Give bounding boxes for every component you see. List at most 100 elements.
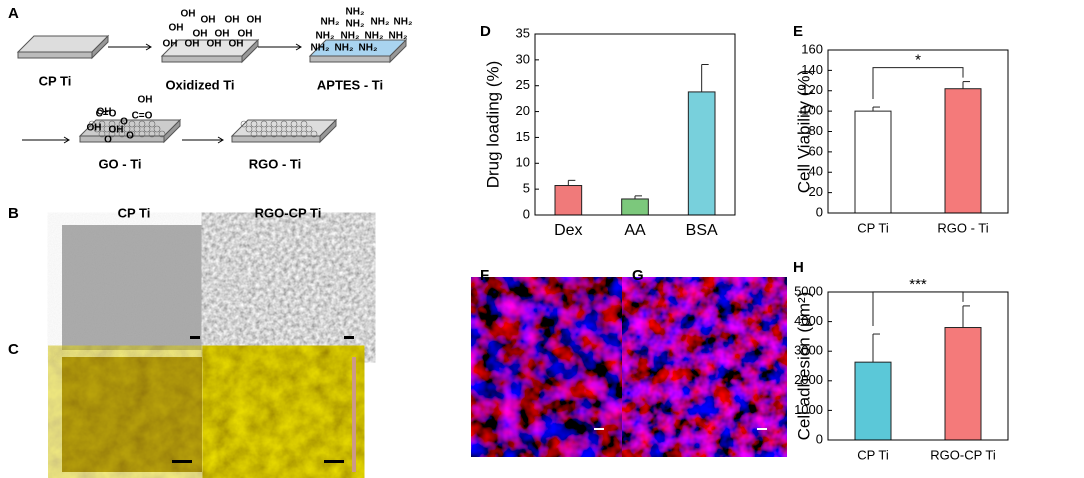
column-label: RGO-CP Ti <box>255 205 322 220</box>
group-label: OH <box>181 9 196 20</box>
graphene-cell <box>158 130 166 138</box>
slab-end <box>389 38 407 64</box>
group-label: OH <box>87 123 102 134</box>
bar <box>621 198 649 216</box>
panel-letter: H <box>793 259 804 276</box>
x-tick-label: AA <box>624 222 646 239</box>
group-label: NH₂ <box>316 31 335 42</box>
slab-top <box>230 119 338 137</box>
significance-label: *** <box>909 276 927 293</box>
group-label: OH <box>169 23 184 34</box>
bar <box>854 110 892 214</box>
graphene-cell <box>300 120 308 128</box>
graphene-cell <box>270 120 278 128</box>
y-tick-label: 20 <box>809 184 823 199</box>
graphene-cell <box>250 120 258 128</box>
graphene-cell <box>128 120 136 128</box>
group-label: OH <box>193 29 208 40</box>
graphene-cell <box>280 120 288 128</box>
panel-letter: D <box>480 23 491 40</box>
y-tick-label: 35 <box>516 25 530 40</box>
significance-bracket <box>872 291 964 327</box>
group-label: OH <box>185 39 200 50</box>
graphene-cell <box>123 125 131 133</box>
graphene-cell <box>148 120 156 128</box>
graphene-cell <box>148 130 156 138</box>
slab-end <box>319 118 337 144</box>
y-tick-label: 30 <box>516 51 530 66</box>
group-label: NH₂ <box>346 19 365 30</box>
significance-label: * <box>915 52 921 69</box>
group-label: C=O <box>96 109 117 120</box>
y-tick-label: 2000 <box>794 372 823 387</box>
x-tick-label: CP Ti <box>857 220 889 235</box>
color-scale <box>352 357 356 472</box>
y-tick-label: 15 <box>516 129 530 144</box>
bar <box>554 185 583 216</box>
graphene-cell <box>113 125 121 133</box>
y-tick-label: 10 <box>516 155 530 170</box>
graphene-cell <box>103 125 111 133</box>
slab-side <box>17 51 93 59</box>
y-tick-label: 25 <box>516 77 530 92</box>
group-label: O <box>126 131 134 142</box>
bar <box>687 91 716 216</box>
arrows <box>22 43 302 144</box>
graphene-cell <box>108 120 116 128</box>
panel-letter: G <box>632 267 644 284</box>
y-axis-label: Cell adhesion (μm²) <box>794 292 813 441</box>
graphene-cell <box>245 125 253 133</box>
graphene-cell <box>118 120 126 128</box>
y-tick-label: 80 <box>809 123 823 138</box>
bar <box>944 88 982 214</box>
group-label: NH₂ <box>311 43 330 54</box>
graphene-cell <box>118 130 126 138</box>
group-label: NH₂ <box>389 31 408 42</box>
x-tick-label: RGO - Ti <box>937 220 988 235</box>
plot-frame <box>827 49 1009 214</box>
graphene-cell <box>260 120 268 128</box>
graphene-cell <box>240 120 248 128</box>
group-label: NH₂ <box>346 7 365 18</box>
y-tick-label: 160 <box>801 41 823 56</box>
graphene-cell <box>260 130 268 138</box>
scale-bar <box>757 428 767 430</box>
graphene-cell <box>290 130 298 138</box>
significance-bracket <box>872 67 964 100</box>
y-axis-label: Cell Viability (%) <box>794 70 813 193</box>
y-tick-label: 5000 <box>794 283 823 298</box>
graphene-cell <box>88 120 96 128</box>
sem-image <box>216 225 361 350</box>
group-label: OH <box>163 39 178 50</box>
panel-letter: C <box>8 341 19 358</box>
graphene-cell <box>250 130 258 138</box>
graphene-cell <box>265 125 273 133</box>
group-label: OH <box>138 95 153 106</box>
scale-bar <box>344 336 354 339</box>
y-tick-label: 4000 <box>794 313 823 328</box>
slab-end <box>241 38 259 64</box>
panel-letter: F <box>480 267 489 284</box>
step-label: Oxidized Ti <box>165 77 234 92</box>
graphene-cell <box>128 130 136 138</box>
step-label: RGO - Ti <box>249 156 301 171</box>
slab-side <box>231 135 321 143</box>
x-tick-label: Dex <box>554 222 582 239</box>
y-tick-label: 20 <box>516 103 530 118</box>
slab-side <box>309 55 391 63</box>
group-label: O <box>120 117 128 128</box>
y-tick-label: 100 <box>801 103 823 118</box>
graphene-cell <box>108 130 116 138</box>
plot-frame <box>534 33 736 216</box>
slab-side <box>161 55 243 63</box>
graphene-cell <box>305 125 313 133</box>
afm-image <box>216 357 351 472</box>
graphene-cell <box>295 125 303 133</box>
y-tick-label: 1000 <box>794 402 823 417</box>
scale-bar <box>190 336 200 339</box>
group-label: OH <box>225 15 240 26</box>
y-tick-label: 0 <box>816 204 823 219</box>
group-label: OH <box>109 125 124 136</box>
group-label: OH <box>238 29 253 40</box>
